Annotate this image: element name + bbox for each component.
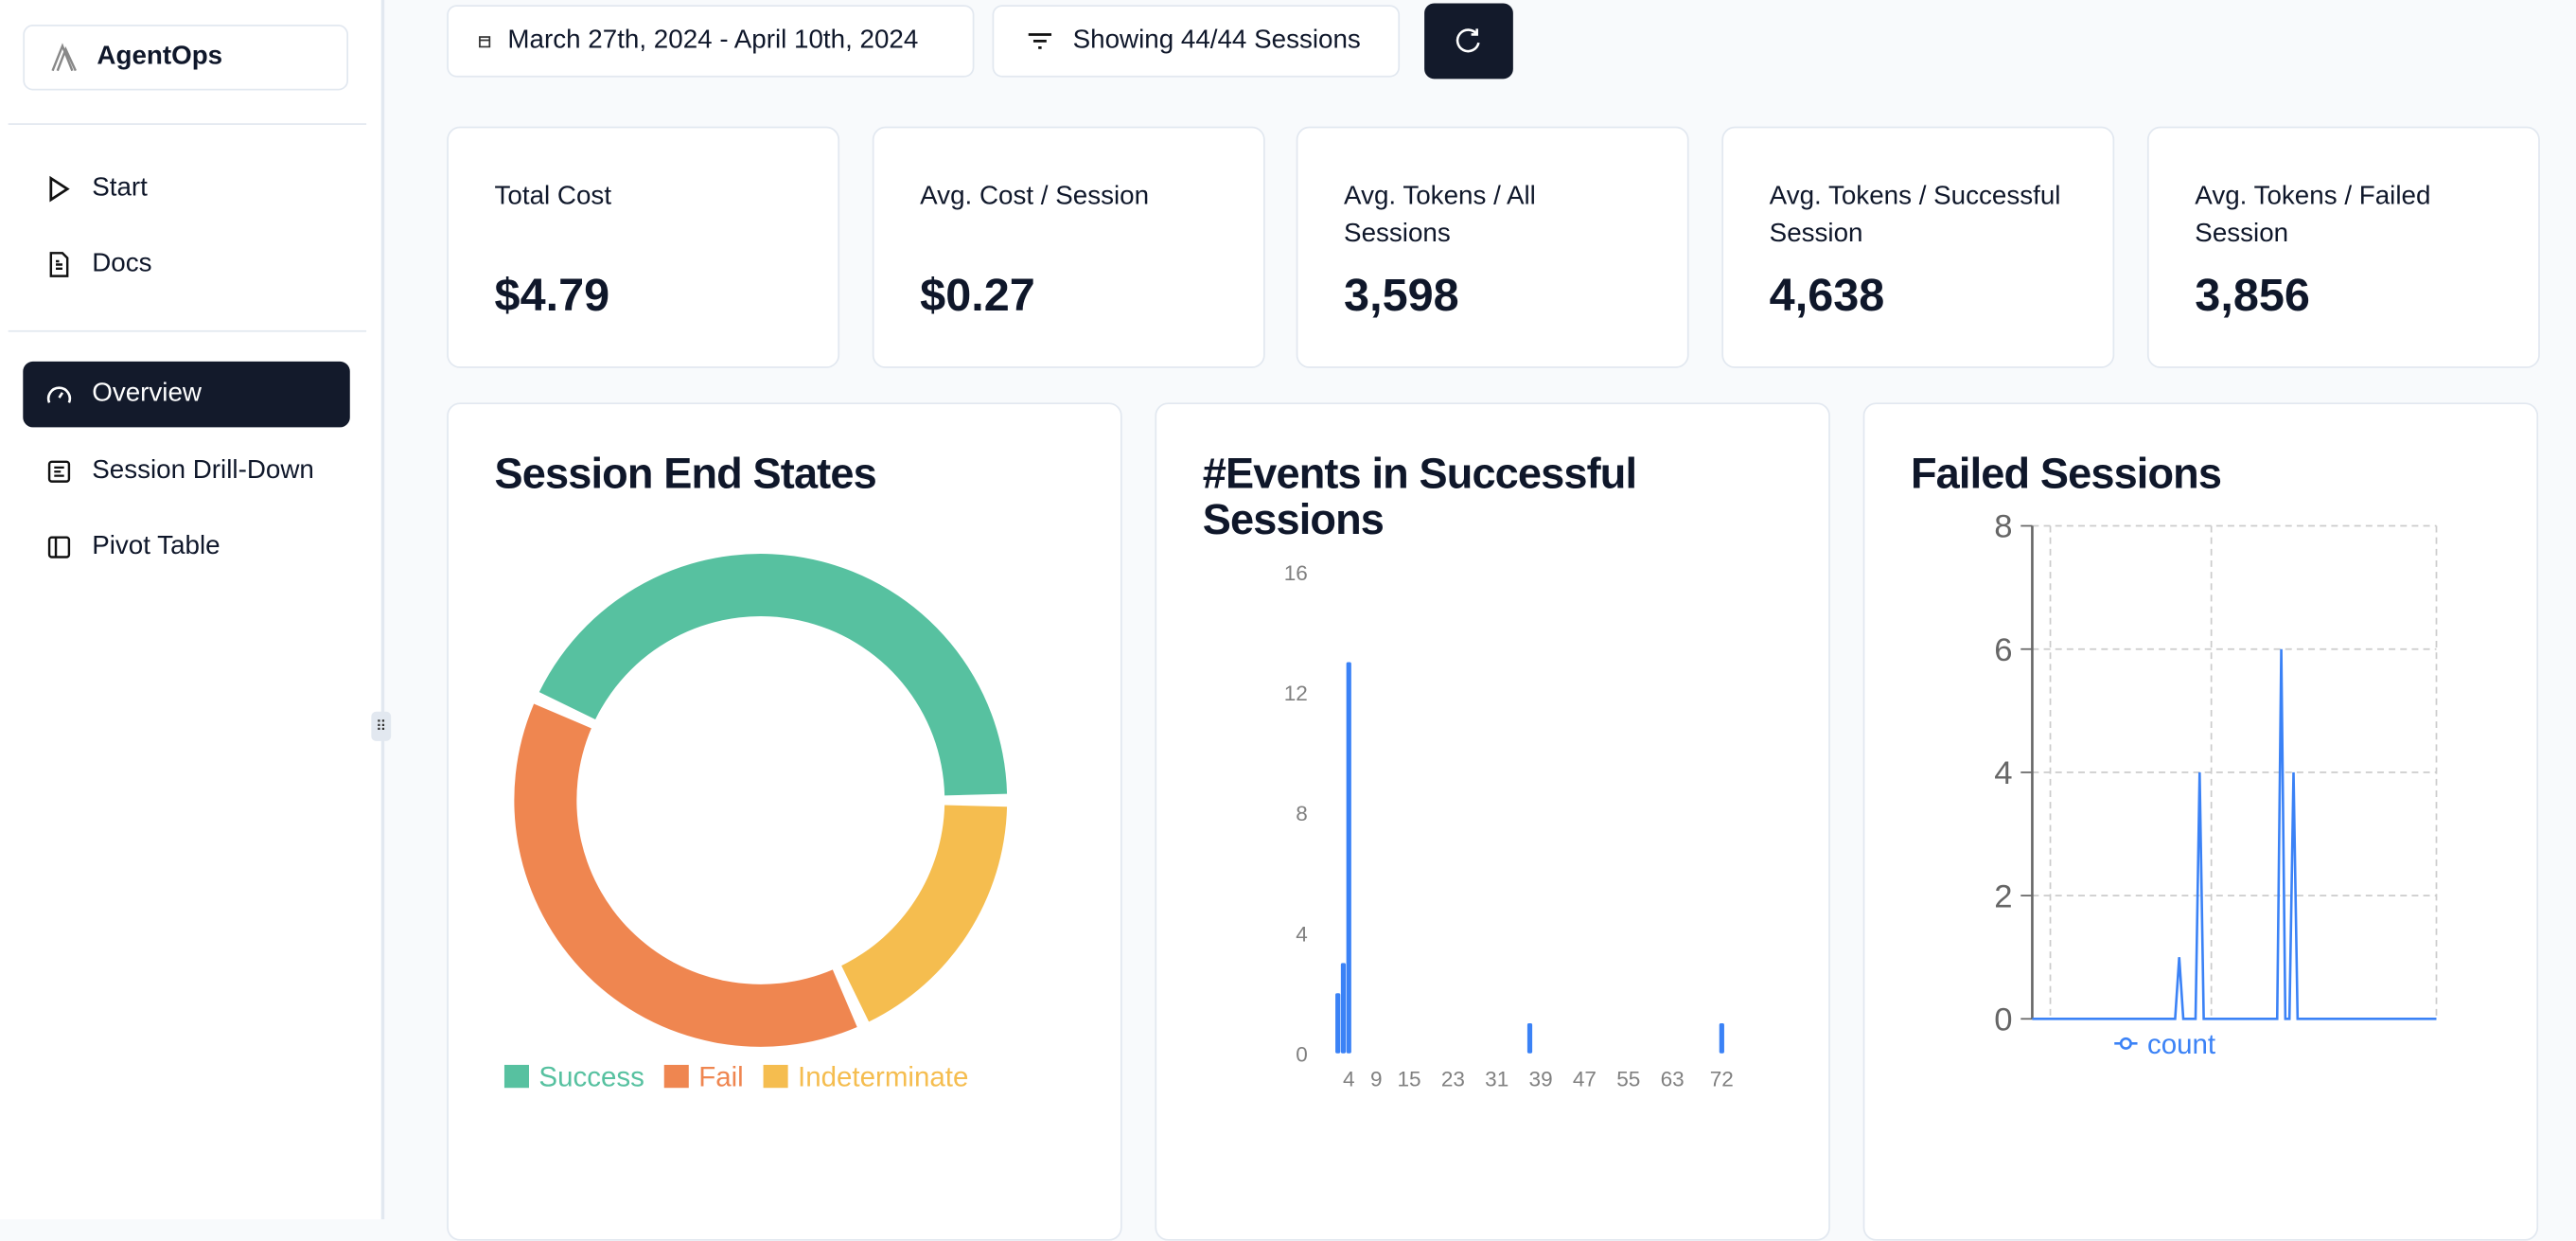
x-tick-label: 72	[1710, 1067, 1734, 1090]
y-tick-label: 2	[1994, 878, 2012, 914]
pie-slice-indeterminate	[841, 805, 1008, 1022]
stat-card-avg-tokens-failed: Avg. Tokens / Failed Session 3,856	[2146, 126, 2540, 368]
x-tick-label: 15	[1397, 1067, 1420, 1090]
play-icon	[49, 175, 70, 203]
session-filter-button[interactable]: Showing 44/44 Sessions	[992, 5, 1401, 78]
gauge-icon	[46, 386, 72, 403]
y-tick-label: 16	[1284, 561, 1308, 585]
sidebar-item-docs[interactable]: Docs	[23, 232, 349, 297]
legend-swatch	[763, 1064, 788, 1089]
legend-swatch	[663, 1064, 689, 1089]
legend-label: count	[2147, 1029, 2215, 1060]
x-tick-label: 39	[1529, 1067, 1553, 1090]
refresh-button[interactable]	[1424, 3, 1513, 80]
sidebar-item-label: Session Drill-Down	[92, 456, 314, 486]
y-tick-label: 4	[1994, 755, 2012, 791]
y-tick-label: 6	[1994, 632, 2012, 668]
panel-icon	[47, 536, 71, 558]
legend-label: Indeterminate	[798, 1061, 968, 1092]
x-tick-label: 4	[1343, 1067, 1355, 1090]
stat-label: Total Cost	[494, 182, 612, 211]
date-range-text: March 27th, 2024 - April 10th, 2024	[507, 26, 919, 55]
stat-value: 3,598	[1344, 269, 1459, 321]
filter-icon	[1028, 33, 1052, 49]
series-line-count	[2032, 648, 2437, 1020]
bar	[1719, 1022, 1724, 1054]
chart-title: Session End States	[494, 448, 877, 499]
logo-text: AgentOps	[97, 43, 223, 71]
bar	[1526, 1022, 1533, 1054]
sidebar: AgentOps Start Docs Overview Session Dri…	[0, 0, 385, 1220]
stat-value: $4.79	[494, 269, 610, 321]
bar	[1346, 662, 1351, 1054]
pie-slice-success	[538, 554, 1008, 796]
divider	[8, 123, 367, 125]
session-filter-text: Showing 44/44 Sessions	[1072, 26, 1361, 55]
bar	[1340, 963, 1347, 1054]
stat-value: 4,638	[1769, 269, 1885, 321]
legend-label: Success	[538, 1061, 644, 1092]
sidebar-item-start[interactable]: Start	[23, 156, 349, 222]
pie-slice-fail	[514, 703, 857, 1047]
sidebar-item-label: Pivot Table	[92, 532, 221, 560]
stat-label: Avg. Tokens / Failed Session	[2195, 182, 2431, 249]
sidebar-item-label: Docs	[92, 249, 152, 278]
sidebar-item-label: Overview	[92, 380, 202, 408]
stat-card-avg-tokens-all: Avg. Tokens / All Sessions 3,598	[1296, 126, 1689, 368]
divider	[8, 329, 367, 332]
sidebar-item-pivot-table[interactable]: Pivot Table	[23, 514, 349, 579]
stat-value: 3,856	[2195, 269, 2310, 321]
refresh-icon	[1456, 28, 1480, 53]
y-tick-label: 8	[1296, 802, 1308, 825]
stat-label: Avg. Cost / Session	[920, 182, 1150, 211]
x-tick-label: 23	[1441, 1067, 1465, 1090]
bar	[1335, 993, 1341, 1054]
stat-value: $0.27	[920, 269, 1035, 321]
legend-marker-dot	[2119, 1037, 2132, 1050]
stat-card-total-cost: Total Cost $4.79	[447, 126, 840, 368]
logo-button[interactable]: AgentOps	[23, 25, 349, 91]
y-tick-label: 4	[1296, 922, 1308, 946]
sidebar-resize-handle[interactable]: ⠿	[371, 711, 392, 741]
y-tick-label: 0	[1994, 1002, 2012, 1037]
x-tick-label: 9	[1370, 1067, 1383, 1090]
sidebar-item-overview[interactable]: Overview	[23, 361, 350, 428]
agentops-logo-icon	[51, 43, 77, 72]
y-tick-label: 8	[1994, 509, 2012, 545]
stat-label: Avg. Tokens / Successful Session	[1769, 182, 2061, 249]
stat-label: Avg. Tokens / All Sessions	[1344, 182, 1536, 249]
x-tick-label: 63	[1661, 1067, 1685, 1090]
sidebar-item-label: Start	[92, 174, 148, 203]
sidebar-item-session-drill-down[interactable]: Session Drill-Down	[23, 439, 349, 505]
document-icon	[49, 252, 69, 277]
legend-label: Fail	[698, 1061, 744, 1092]
list-icon	[47, 460, 71, 483]
y-tick-label: 0	[1296, 1042, 1308, 1066]
stat-card-avg-cost: Avg. Cost / Session $0.27	[872, 126, 1265, 368]
stat-card-avg-tokens-successful: Avg. Tokens / Successful Session 4,638	[1721, 126, 2115, 368]
chart-title: Failed Sessions	[1910, 448, 2222, 499]
calendar-icon	[479, 36, 491, 48]
y-tick-label: 12	[1284, 682, 1308, 705]
x-tick-label: 55	[1616, 1067, 1640, 1090]
events-successful-card: #Events in Successful Sessions	[1155, 402, 1830, 1241]
date-range-button[interactable]: March 27th, 2024 - April 10th, 2024	[447, 5, 975, 78]
x-tick-label: 31	[1485, 1067, 1509, 1090]
legend-swatch	[503, 1064, 529, 1089]
chart-title: #Events in Successful Sessions	[1202, 448, 1637, 544]
x-tick-label: 47	[1573, 1067, 1597, 1090]
